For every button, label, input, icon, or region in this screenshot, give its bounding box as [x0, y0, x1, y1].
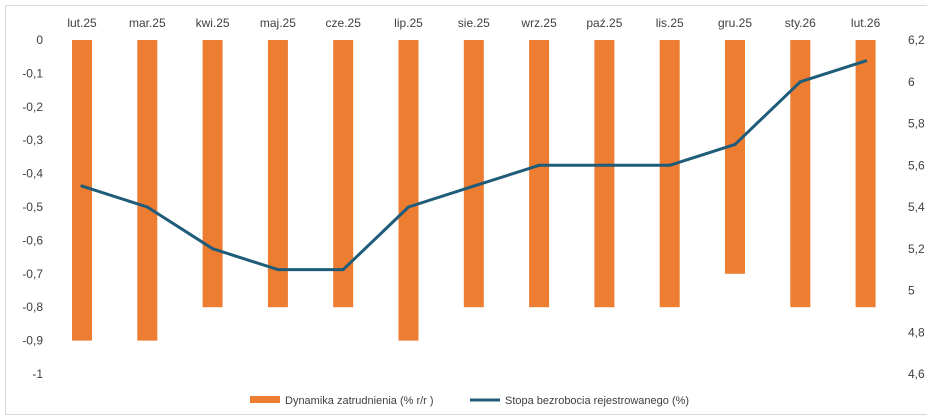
legend-swatch-bars [250, 396, 280, 403]
bar [398, 40, 419, 341]
right-axis-tick-label: 6,2 [908, 33, 925, 47]
right-axis-tick-label: 5,2 [908, 242, 925, 256]
left-axis-tick-label: -0,7 [22, 267, 43, 281]
line-point [864, 59, 868, 63]
x-axis-labels: lut.25 mar.25 kwi.25 maj.25 cze.25 lip.25 sie.… [67, 16, 880, 30]
right-axis-tick-label: 4,6 [908, 367, 925, 381]
line-point [211, 247, 215, 251]
left-axis-tick-label: -0,2 [22, 100, 43, 114]
line-point [602, 163, 606, 167]
left-axis-tick-label: -0,5 [22, 200, 43, 214]
left-axis-tick-label: -1 [32, 367, 43, 381]
bar [463, 40, 484, 308]
legend-label-bars: Dynamika zatrudnienia (% r/r ) [285, 395, 434, 407]
left-axis-tick-label: 0 [36, 33, 43, 47]
left-axis-tick-label: -0,1 [22, 66, 43, 80]
x-tick-label: mar.25 [129, 16, 166, 30]
line-point [276, 268, 280, 272]
x-tick-label: cze.25 [326, 16, 362, 30]
x-tick-label: kwi.25 [196, 16, 230, 30]
line-series [80, 59, 868, 272]
line-point [668, 163, 672, 167]
right-axis-tick-label: 4,8 [908, 325, 925, 339]
bar [137, 40, 158, 341]
x-tick-label: lis.25 [656, 16, 684, 30]
bar [202, 40, 223, 308]
line-point [798, 80, 802, 84]
bar [594, 40, 615, 308]
line-point [145, 205, 149, 209]
bar [725, 40, 745, 274]
x-tick-label: maj.25 [260, 16, 296, 30]
x-tick-label: gru.25 [718, 16, 752, 30]
bar-series [72, 40, 876, 341]
left-axis-tick-label: -0,8 [22, 300, 43, 314]
x-tick-label: sie.25 [458, 16, 490, 30]
right-axis-tick-label: 5,6 [908, 158, 925, 172]
x-tick-label: paź.25 [586, 16, 622, 30]
bar [267, 40, 288, 308]
right-axis-tick-label: 5,4 [908, 200, 925, 214]
bar [529, 40, 550, 308]
x-tick-label: wrz.25 [520, 16, 557, 30]
line-point [407, 205, 410, 209]
bar [790, 40, 811, 308]
bar [72, 40, 92, 341]
line-point [472, 184, 476, 188]
x-tick-label: lut.25 [67, 16, 97, 30]
left-axis-tick-label: -0,6 [22, 233, 43, 247]
right-axis-labels: 6,2 6 5,8 5,6 5,4 5,2 5 4,8 4,6 [908, 33, 925, 381]
left-axis-tick-label: -0,3 [22, 133, 43, 147]
x-tick-label: lut.26 [851, 16, 881, 30]
legend-label-line: Stopa bezrobocia rejestrowanego (%) [505, 395, 689, 407]
left-axis-tick-label: -0,9 [22, 334, 43, 348]
bar [659, 40, 680, 308]
left-axis-labels: 0 -0,1 -0,2 -0,3 -0,4 -0,5 -0,6 -0,7 -0,8 -0,9 -1 [22, 33, 43, 381]
right-axis-tick-label: 6 [908, 75, 915, 89]
line-point [537, 163, 541, 167]
x-tick-label: sty.26 [785, 16, 816, 30]
bar [855, 40, 876, 308]
right-axis-tick-label: 5,8 [908, 117, 925, 131]
legend: Dynamika zatrudnienia (% r/r ) Stopa bez… [250, 395, 689, 407]
line-point [80, 184, 84, 188]
left-axis-tick-label: -0,4 [22, 167, 43, 181]
bar [333, 40, 354, 308]
line-point [341, 268, 345, 272]
line-point [733, 142, 737, 146]
right-axis-tick-label: 5 [908, 284, 915, 298]
x-tick-label: lip.25 [394, 16, 423, 30]
